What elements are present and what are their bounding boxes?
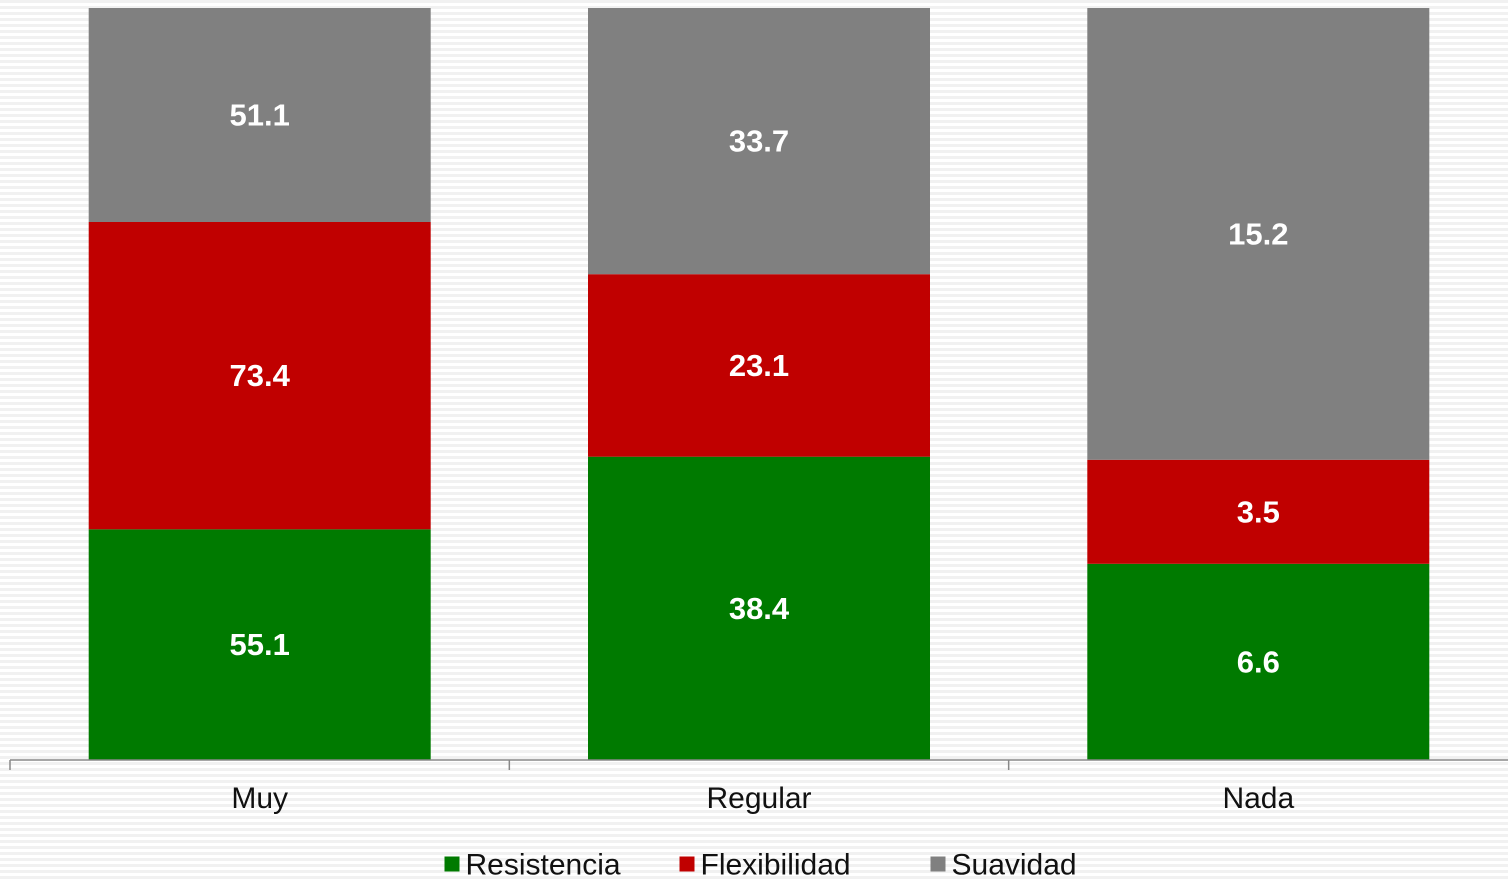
- legend-label-resistencia: Resistencia: [466, 849, 621, 879]
- data-label-nada-resistencia: 6.6: [1237, 644, 1280, 679]
- bar-regular-suavidad: [588, 8, 930, 275]
- legend-swatch-suavidad: [930, 856, 946, 872]
- bars-layer: 55.1 73.4 51.1 38.4 23.1 33.7 6.6 3.5 15.2: [88, 8, 1430, 760]
- data-label-regular-resistencia: 38.4: [729, 591, 790, 626]
- data-label-regular-suavidad: 33.7: [729, 124, 789, 159]
- bar-nada-flexibilidad: [1087, 459, 1430, 564]
- data-label-nada-flexibilidad: 3.5: [1237, 494, 1280, 529]
- bar-regular-flexibilidad: [588, 274, 930, 457]
- category-label-muy: Muy: [231, 782, 288, 815]
- bar-muy-suavidad: [88, 8, 431, 222]
- bar-nada-resistencia: [1087, 563, 1430, 760]
- bar-nada-suavidad: [1087, 8, 1430, 460]
- legend: Resistencia Flexibilidad Suavidad: [444, 849, 1077, 879]
- data-label-regular-flexibilidad: 23.1: [729, 348, 789, 383]
- legend-label-flexibilidad: Flexibilidad: [701, 849, 851, 879]
- data-label-muy-resistencia: 55.1: [230, 627, 290, 662]
- data-label-nada-suavidad: 15.2: [1228, 216, 1288, 251]
- bar-muy-resistencia: [88, 529, 431, 760]
- legend-swatch-flexibilidad: [679, 856, 695, 872]
- category-labels: Muy Regular Nada: [231, 782, 1294, 815]
- bar-regular-resistencia: [588, 456, 930, 760]
- data-label-muy-flexibilidad: 73.4: [230, 358, 291, 393]
- data-label-muy-suavidad: 51.1: [230, 98, 290, 133]
- category-label-nada: Nada: [1222, 782, 1294, 815]
- legend-label-suavidad: Suavidad: [952, 849, 1077, 879]
- bar-muy-flexibilidad: [88, 222, 431, 530]
- legend-swatch-resistencia: [444, 856, 460, 872]
- x-axis: [9, 759, 1508, 770]
- category-label-regular: Regular: [706, 782, 811, 815]
